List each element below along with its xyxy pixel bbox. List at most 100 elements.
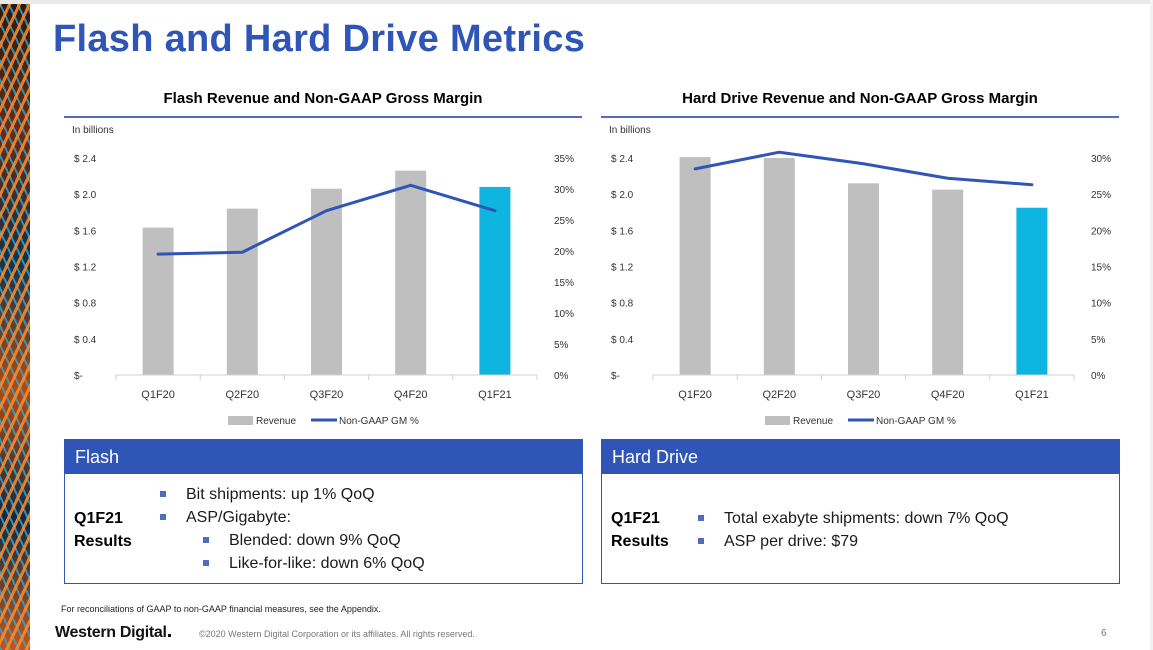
footnote: For reconciliations of GAAP to non-GAAP … <box>61 604 381 614</box>
gross-margin-point <box>693 167 697 171</box>
gross-margin-point <box>409 184 412 187</box>
legend-revenue-label: Revenue <box>793 416 833 427</box>
y-left-tick-label: $ 1.2 <box>611 263 634 274</box>
logo-text: Western Digital <box>55 624 167 641</box>
y-right-tick-label: 20% <box>1091 226 1111 237</box>
page-number: 6 <box>1101 628 1107 639</box>
revenue-bar-q4f20 <box>932 189 964 375</box>
flash-results-card: Flash Q1F21 Results Bit shipments: up 1%… <box>64 439 583 584</box>
legend-revenue-label: Revenue <box>256 416 296 427</box>
revenue-bar-q1f21 <box>479 186 511 375</box>
flash-chart-rule <box>64 116 582 118</box>
y-left-tick-label: $ 1.6 <box>74 226 97 237</box>
y-right-tick-label: 30% <box>1091 154 1111 165</box>
gross-margin-point <box>1030 183 1034 186</box>
hdd-label-period: Q1F21 <box>611 510 660 527</box>
top-border <box>0 0 1153 4</box>
y-right-tick-label: 20% <box>554 247 574 258</box>
flash-bullet-bit-shipments: Bit shipments: up 1% QoQ <box>160 483 425 506</box>
hdd-results-label: Q1F21 Results <box>611 507 669 553</box>
flash-label-results: Results <box>74 533 132 550</box>
gross-margin-point <box>241 251 244 254</box>
revenue-bar-q3f20 <box>311 188 342 375</box>
legend-margin-label: Non-GAAP GM % <box>339 416 419 427</box>
hdd-chart-rule <box>601 116 1119 118</box>
y-right-tick-label: 5% <box>1091 335 1106 346</box>
x-tick-label: Q2F20 <box>225 389 259 401</box>
legend-revenue-swatch <box>228 416 253 425</box>
y-left-tick-label: $ 2.4 <box>611 154 634 165</box>
revenue-bar-q1f20 <box>679 157 711 375</box>
gross-margin-point <box>156 252 160 256</box>
flash-results-label: Q1F21 Results <box>74 507 132 553</box>
y-right-tick-label: 15% <box>554 278 574 289</box>
y-right-tick-label: 25% <box>554 216 574 227</box>
x-tick-label: Q4F20 <box>394 389 428 401</box>
flash-bullet-like-for-like: Like-for-like: down 6% QoQ <box>203 552 425 575</box>
y-right-tick-label: 15% <box>1091 263 1111 274</box>
y-right-tick-label: 10% <box>554 309 574 320</box>
slide-title: Flash and Hard Drive Metrics <box>53 18 586 60</box>
y-left-tick-label: $- <box>611 371 620 382</box>
flash-bullet-asp: ASP/Gigabyte: <box>160 506 425 529</box>
x-tick-label: Q3F20 <box>310 389 344 401</box>
y-left-tick-label: $ 0.4 <box>74 335 97 346</box>
flash-card-header: Flash <box>65 440 582 474</box>
x-tick-label: Q1F21 <box>478 389 512 401</box>
x-tick-label: Q2F20 <box>762 389 796 401</box>
revenue-bar-q2f20 <box>763 158 795 375</box>
hdd-revenue-chart: In billions $- $ 0.4 $ 0.8 $ 1.2 $ 1.6 $ 2.0 $ … <box>609 125 1111 427</box>
y-right-tick-label: 0% <box>554 371 569 382</box>
y-left-tick-label: $- <box>74 371 83 382</box>
gross-margin-line <box>693 150 1034 187</box>
hdd-results-card: Hard Drive Q1F21 Results Total exabyte s… <box>601 439 1120 584</box>
x-tick-label: Q4F20 <box>931 389 965 401</box>
y-right-tick-label: 25% <box>1091 190 1111 201</box>
y-left-tick-label: $ 0.4 <box>611 335 634 346</box>
legend-margin-label: Non-GAAP GM % <box>876 416 956 427</box>
y-left-tick-label: $ 2.0 <box>74 190 97 201</box>
western-digital-logo: Western Digital <box>55 624 171 642</box>
gross-margin-point <box>325 209 328 212</box>
y-right-tick-label: 0% <box>1091 371 1106 382</box>
revenue-bar-q3f20 <box>848 183 879 375</box>
gross-margin-point <box>493 209 497 212</box>
gross-margin-point <box>862 162 865 165</box>
hdd-revenue-units-note: In billions <box>609 125 651 136</box>
y-left-tick-label: $ 0.8 <box>74 299 97 310</box>
x-tick-label: Q3F20 <box>847 389 881 401</box>
y-right-tick-label: 10% <box>1091 299 1111 310</box>
flash-bullet-blended: Blended: down 9% QoQ <box>203 529 425 552</box>
hdd-bullet-asp: ASP per drive: $79 <box>698 530 1009 553</box>
flash-label-period: Q1F21 <box>74 510 123 527</box>
x-tick-label: Q1F21 <box>1015 389 1049 401</box>
hdd-label-results: Results <box>611 533 669 550</box>
y-left-tick-label: $ 2.0 <box>611 190 634 201</box>
flash-bullet-list: Bit shipments: up 1% QoQ ASP/Gigabyte: B… <box>160 483 425 575</box>
hdd-bullet-list: Total exabyte shipments: down 7% QoQ ASP… <box>698 507 1009 553</box>
gross-margin-point <box>778 151 781 154</box>
copyright-notice: ©2020 Western Digital Corporation or its… <box>199 629 475 639</box>
hdd-chart-title: Hard Drive Revenue and Non-GAAP Gross Ma… <box>682 90 1038 107</box>
flash-revenue-chart: In billions $- $ 0.4 $ 0.8 $ 1.2 $ 1.6 $ 2.0 $ … <box>72 125 574 427</box>
hdd-card-header: Hard Drive <box>602 440 1119 474</box>
x-tick-label: Q1F20 <box>678 389 712 401</box>
y-left-tick-label: $ 2.4 <box>74 154 97 165</box>
y-left-tick-label: $ 1.6 <box>611 226 634 237</box>
right-border <box>1150 0 1153 650</box>
decorative-side-art <box>0 0 30 650</box>
y-left-tick-label: $ 1.2 <box>74 263 97 274</box>
y-right-tick-label: 5% <box>554 340 569 351</box>
gross-margin-point <box>946 177 949 180</box>
y-right-tick-label: 30% <box>554 185 574 196</box>
revenue-bar-q4f20 <box>395 170 427 375</box>
y-left-tick-label: $ 0.8 <box>611 299 634 310</box>
flash-revenue-units-note: In billions <box>72 125 114 136</box>
revenue-bar-q1f20 <box>142 227 174 375</box>
revenue-bar-q2f20 <box>226 208 258 375</box>
x-tick-label: Q1F20 <box>141 389 175 401</box>
legend-revenue-swatch <box>765 416 790 425</box>
revenue-bar-q1f21 <box>1016 207 1048 375</box>
y-right-tick-label: 35% <box>554 154 574 165</box>
logo-mark <box>167 634 171 637</box>
